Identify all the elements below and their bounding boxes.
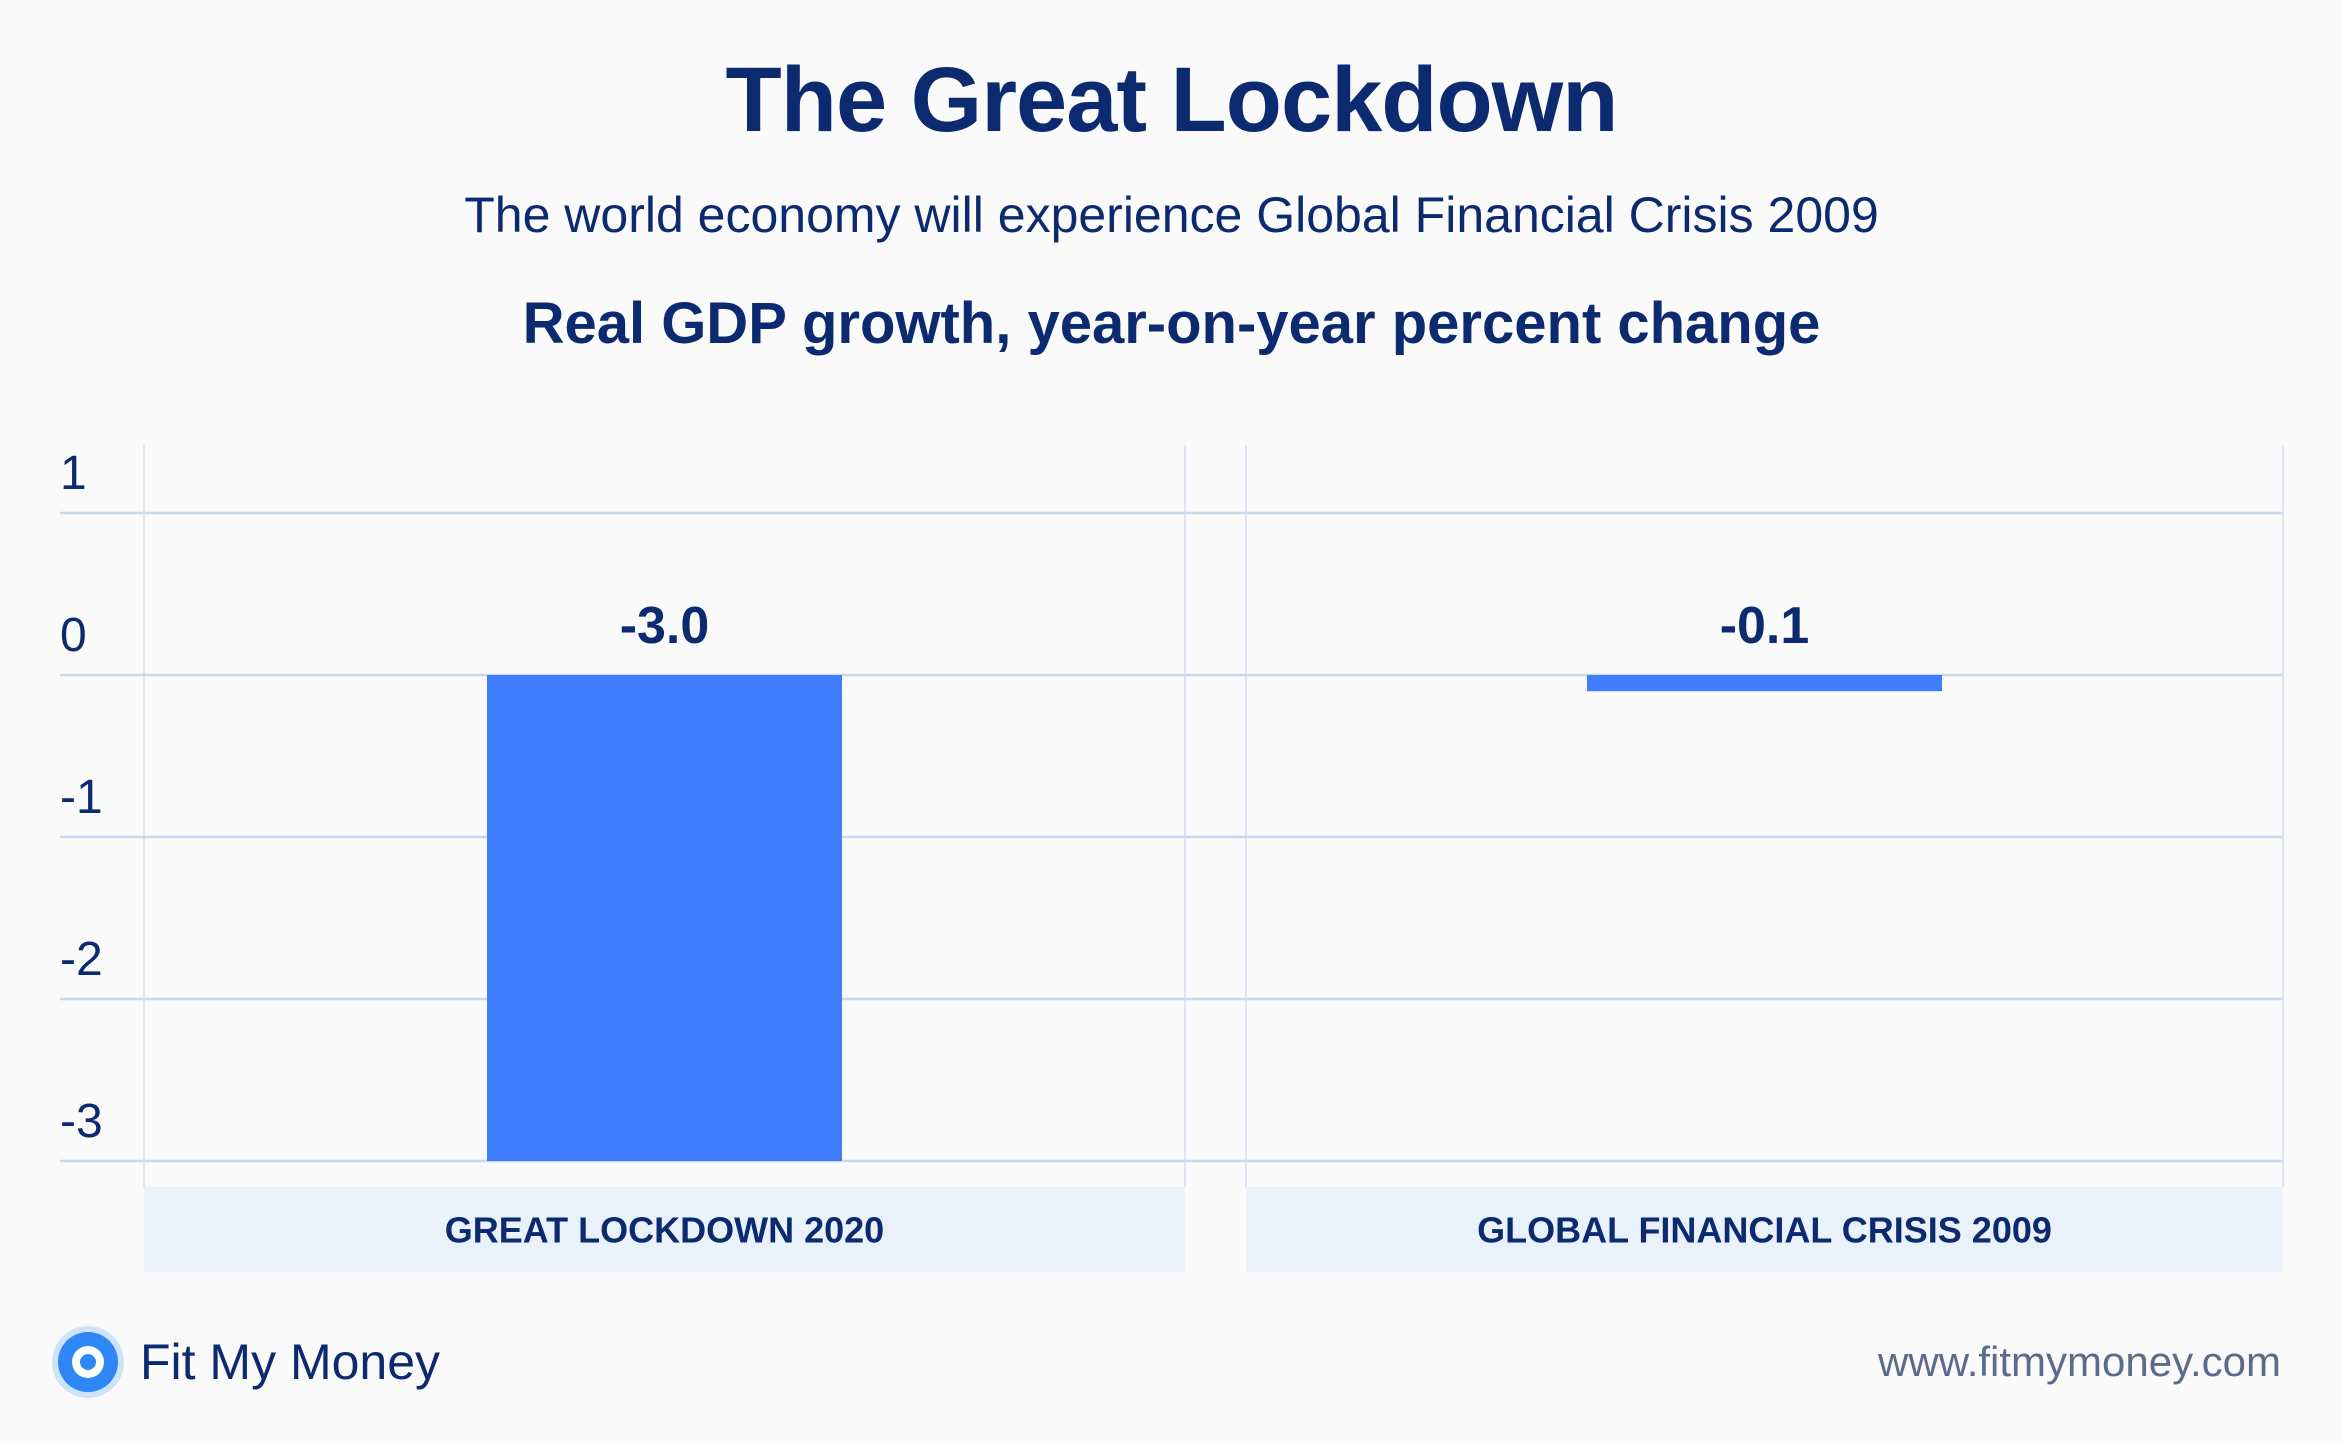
- page-title: The Great Lockdown: [725, 49, 1619, 151]
- y-tick-label: -2: [60, 933, 103, 986]
- x-category-label: GLOBAL FINANCIAL CRISIS 2009: [1477, 1210, 2052, 1251]
- website-url: www.fitmymoney.com: [1878, 1338, 2281, 1385]
- target-icon: [58, 1332, 118, 1392]
- bar: [487, 675, 842, 1161]
- y-tick-label: 0: [60, 609, 87, 662]
- bar: [1587, 675, 1942, 692]
- y-tick-label: -3: [60, 1095, 103, 1148]
- y-tick-label: 1: [60, 447, 87, 500]
- brand-name: Fit My Money: [140, 1334, 441, 1390]
- brand-logo: Fit My Money: [58, 1330, 440, 1394]
- data-label: -3.0: [620, 597, 710, 655]
- chart-title: Real GDP growth, year-on-year percent ch…: [522, 291, 1821, 356]
- page-subtitle: The world economy will experience Global…: [464, 187, 1879, 243]
- x-category-label: GREAT LOCKDOWN 2020: [445, 1210, 884, 1251]
- category-band: [1246, 1187, 2283, 1272]
- data-label: -0.1: [1720, 597, 1810, 655]
- category-band: [144, 1187, 1185, 1272]
- y-tick-label: -1: [60, 771, 103, 824]
